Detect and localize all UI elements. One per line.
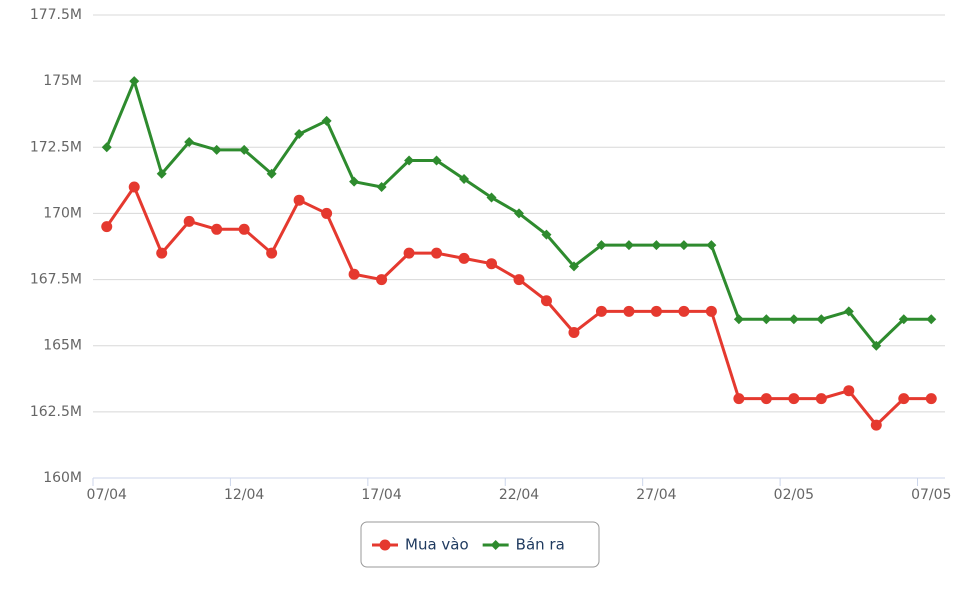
point: [239, 144, 250, 155]
legend-marker: [379, 539, 391, 551]
point: [321, 207, 333, 219]
point: [128, 181, 140, 193]
legend-label: Mua vào: [405, 536, 469, 554]
point: [156, 168, 167, 179]
point: [376, 181, 387, 192]
point: [238, 223, 250, 235]
x-tick-label: 27/04: [636, 487, 676, 503]
y-tick-label: 167.5M: [30, 272, 82, 288]
y-tick-label: 165M: [43, 338, 82, 354]
x-tick-label: 17/04: [361, 487, 401, 503]
point: [760, 393, 772, 405]
point: [376, 274, 388, 286]
point: [678, 240, 689, 251]
point: [321, 115, 332, 126]
point: [843, 385, 855, 397]
x-tick-label: 02/05: [774, 487, 814, 503]
point: [349, 176, 360, 187]
point: [101, 221, 113, 233]
point: [184, 136, 195, 147]
legend-label: Bán ra: [516, 536, 565, 554]
point: [733, 314, 744, 325]
point: [266, 168, 277, 179]
point: [211, 144, 222, 155]
point: [788, 393, 800, 405]
point: [816, 314, 827, 325]
legend-item: Bán ra: [482, 536, 565, 554]
y-tick-label: 170M: [43, 205, 82, 221]
legend-box: [360, 521, 600, 568]
point: [705, 305, 717, 317]
point: [431, 155, 442, 166]
point: [761, 314, 772, 325]
point: [513, 274, 525, 286]
point: [211, 223, 223, 235]
x-tick-label: 07/05: [911, 487, 951, 503]
point: [595, 305, 607, 317]
point: [706, 240, 717, 251]
legend-item: Mua vào: [372, 536, 469, 554]
point: [926, 314, 937, 325]
point: [486, 258, 498, 270]
point: [870, 419, 882, 431]
point: [514, 208, 524, 219]
y-tick-label: 177.5M: [30, 7, 82, 23]
point: [404, 155, 415, 166]
point: [431, 247, 443, 259]
point: [486, 192, 497, 203]
point: [458, 252, 470, 264]
y-tick-label: 162.5M: [30, 404, 82, 420]
point: [459, 174, 470, 185]
point: [871, 340, 882, 351]
point: [733, 393, 745, 405]
point: [898, 393, 910, 405]
point: [293, 194, 305, 206]
point: [843, 306, 854, 317]
point: [541, 229, 552, 240]
point: [540, 295, 552, 307]
x-tick-label: 07/04: [87, 487, 127, 503]
point: [294, 129, 305, 140]
point: [788, 314, 799, 325]
legend-marker: [490, 540, 501, 550]
point: [596, 240, 607, 251]
point: [183, 215, 195, 227]
point: [266, 247, 278, 259]
point: [925, 393, 937, 405]
point: [101, 142, 112, 153]
point: [403, 247, 415, 259]
y-tick-label: 175M: [43, 73, 82, 89]
y-tick-label: 172.5M: [30, 139, 82, 155]
point: [623, 240, 634, 251]
x-tick-label: 22/04: [499, 487, 539, 503]
point: [623, 305, 635, 317]
point: [129, 76, 140, 87]
point: [898, 314, 909, 325]
y-tick-label: 160M: [43, 470, 82, 486]
point: [815, 393, 827, 405]
point: [650, 305, 662, 317]
x-tick-label: 12/04: [224, 487, 264, 503]
point: [568, 326, 580, 338]
point: [568, 261, 579, 272]
point: [678, 305, 690, 317]
point: [348, 268, 360, 280]
point: [651, 240, 662, 251]
point: [156, 247, 168, 259]
series-line: [105, 185, 932, 427]
